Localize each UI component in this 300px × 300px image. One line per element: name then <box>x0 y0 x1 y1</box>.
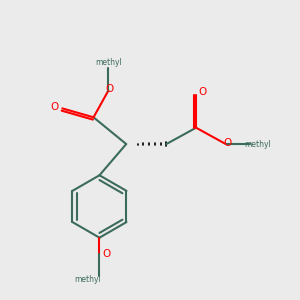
Text: O: O <box>51 102 59 112</box>
Text: O: O <box>106 84 114 94</box>
Text: O: O <box>223 138 231 148</box>
Text: O: O <box>198 87 206 97</box>
Text: methyl: methyl <box>95 58 122 68</box>
Text: O: O <box>102 249 110 259</box>
Text: methyl: methyl <box>244 140 271 148</box>
Text: methyl: methyl <box>74 275 101 284</box>
